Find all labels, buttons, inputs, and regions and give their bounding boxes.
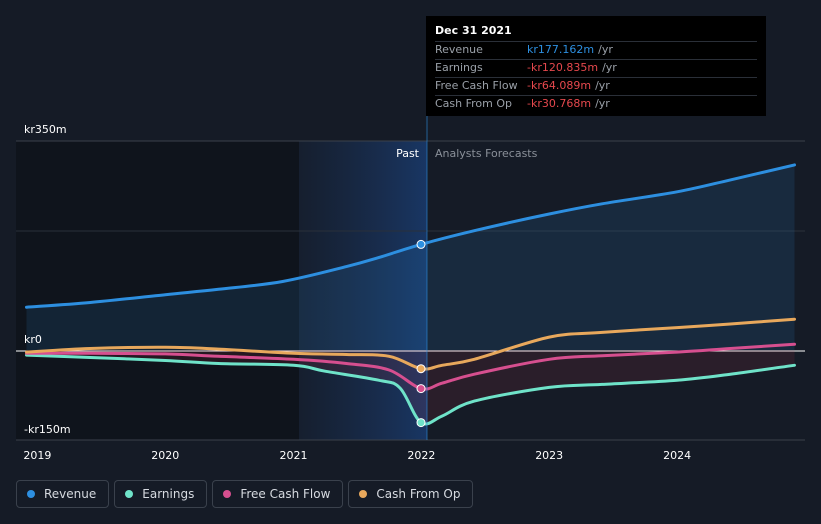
legend-label: Earnings <box>142 487 195 501</box>
revenue-marker[interactable] <box>416 239 426 249</box>
tooltip-unit: /yr <box>602 61 617 74</box>
earnings-area <box>26 350 795 425</box>
x-tick-label: 2021 <box>280 449 308 462</box>
tooltip-value: -kr64.089m <box>527 79 592 92</box>
legend-label: Revenue <box>44 487 97 501</box>
x-tick-label: 2019 <box>23 449 51 462</box>
x-tick-label: 2024 <box>663 449 691 462</box>
tooltip-date: Dec 31 2021 <box>435 24 512 37</box>
past-highlight <box>299 141 427 440</box>
legend-label: Cash From Op <box>376 487 461 501</box>
revenue-line <box>25 163 796 309</box>
tooltip-label: Revenue <box>435 43 483 56</box>
x-tick-label: 2020 <box>151 449 179 462</box>
chart: Past Analysts Forecasts kr350m kr0 -kr15… <box>16 16 805 462</box>
forecast-label: Analysts Forecasts <box>435 147 538 160</box>
tooltip-unit: /yr <box>595 79 610 92</box>
tooltip-row-cash-from-op: Cash From Op -kr30.768m/yr <box>435 95 757 113</box>
tooltip-row-earnings: Earnings -kr120.835m/yr <box>435 59 757 77</box>
y-tick-label-zero: kr0 <box>24 333 42 346</box>
y-tick-label-bottom: -kr150m <box>24 423 71 436</box>
tooltip-unit: /yr <box>595 97 610 110</box>
legend-dot-icon <box>27 490 35 498</box>
past-shade-dark <box>16 141 299 440</box>
legend-item-cash-from-op[interactable]: Cash From Op <box>348 480 474 508</box>
x-tick-label: 2023 <box>535 449 563 462</box>
tooltip-label: Earnings <box>435 61 483 74</box>
tooltip-row-free-cash-flow: Free Cash Flow -kr64.089m/yr <box>435 77 757 95</box>
tooltip-value: -kr30.768m <box>527 97 592 110</box>
earnings-marker[interactable] <box>416 418 426 428</box>
tooltip: Dec 31 2021 Revenue kr177.162m/yr Earnings… <box>426 16 766 116</box>
tooltip-value: -kr120.835m <box>527 61 599 74</box>
revenue-area <box>26 164 795 351</box>
legend-item-free-cash-flow[interactable]: Free Cash Flow <box>212 480 344 508</box>
legend-item-revenue[interactable]: Revenue <box>16 480 110 508</box>
legend-dot-icon <box>223 490 232 498</box>
tooltip-value: kr177.162m <box>527 43 595 56</box>
legend-dot-icon <box>125 490 134 498</box>
legend-item-earnings[interactable]: Earnings <box>114 480 208 508</box>
legend-label: Free Cash Flow <box>240 487 331 501</box>
tooltip-unit: /yr <box>598 43 613 56</box>
cash-from-op-marker[interactable] <box>416 364 426 374</box>
tooltip-row-revenue: Revenue kr177.162m/yr <box>435 41 757 59</box>
y-tick-label-top: kr350m <box>24 123 67 136</box>
past-label: Past <box>396 147 420 160</box>
legend: Revenue Earnings Free Cash Flow Cash From O… <box>16 480 474 508</box>
tooltip-label: Free Cash Flow <box>435 79 518 92</box>
free-cash-flow-marker[interactable] <box>416 384 426 394</box>
earnings-line <box>25 353 796 426</box>
tooltip-label: Cash From Op <box>435 97 513 110</box>
x-tick-label: 2022 <box>407 449 435 462</box>
legend-dot-icon <box>359 490 368 498</box>
